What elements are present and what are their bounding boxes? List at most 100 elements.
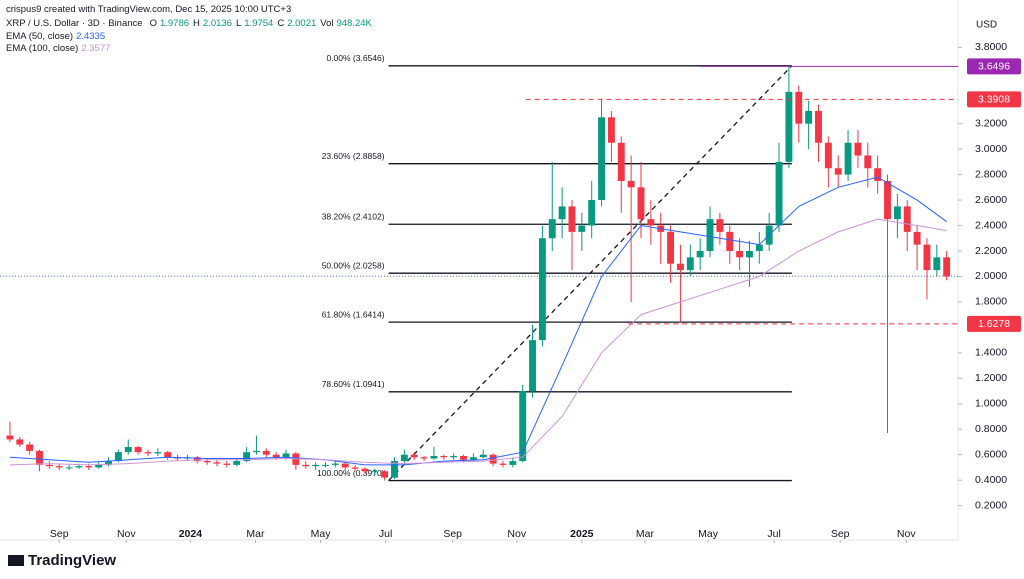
candle-body bbox=[775, 161, 783, 226]
ema-line bbox=[9, 176, 947, 466]
candle-body bbox=[213, 462, 221, 464]
indicator-row: EMA (100, close) 2.3577 bbox=[6, 43, 113, 54]
fib-trend bbox=[388, 65, 793, 481]
candle-body bbox=[55, 466, 63, 468]
candle-body bbox=[45, 464, 53, 467]
candle-body bbox=[805, 110, 813, 124]
candle-body bbox=[607, 117, 615, 143]
candle-body bbox=[440, 455, 448, 458]
brand-logo bbox=[8, 555, 24, 566]
x-tick-label: Sep bbox=[50, 528, 69, 540]
candle-body bbox=[815, 110, 822, 143]
candle-body bbox=[538, 238, 546, 341]
candle-body bbox=[893, 206, 901, 220]
y-tick-label: 0.6000 bbox=[975, 448, 1007, 460]
indicator-name: EMA (50, close) bbox=[6, 31, 74, 42]
candle-body bbox=[509, 461, 517, 465]
candle-body bbox=[598, 117, 606, 201]
candle-body bbox=[834, 168, 842, 175]
y-tick-label: 2.2000 bbox=[975, 245, 1007, 257]
candle-body bbox=[529, 340, 536, 392]
price-tag-label: 3.6496 bbox=[978, 61, 1010, 73]
candle-body bbox=[331, 463, 339, 465]
x-tick-label: Nov bbox=[507, 528, 526, 540]
y-tick-label: 0.4000 bbox=[975, 474, 1007, 486]
candle-body bbox=[85, 466, 93, 468]
ema-line bbox=[9, 218, 947, 466]
candle-body bbox=[469, 457, 477, 460]
candle-body bbox=[637, 187, 645, 220]
candle-body bbox=[223, 463, 231, 465]
candle-body bbox=[667, 231, 675, 264]
indicator-name: EMA (100, close) bbox=[6, 43, 79, 54]
fib-label: 0.00% (3.6546) bbox=[326, 53, 384, 63]
candle-body bbox=[519, 391, 527, 462]
candle-body bbox=[36, 450, 43, 465]
fib-label: 78.60% (1.0941) bbox=[322, 379, 385, 389]
candle-body bbox=[75, 466, 83, 468]
x-tick-label: Nov bbox=[117, 528, 136, 540]
ohlc-value: 948.24K bbox=[336, 18, 372, 29]
y-tick-label: 2.6000 bbox=[975, 194, 1007, 206]
brand-name: TradingView bbox=[28, 552, 117, 569]
ohlc-label: H bbox=[193, 18, 200, 29]
currency-label: USD bbox=[976, 20, 997, 31]
candle-body bbox=[746, 250, 753, 258]
candle-body bbox=[361, 468, 369, 472]
y-tick-label: 2.8000 bbox=[975, 168, 1007, 180]
price-tag-label: 1.6278 bbox=[978, 318, 1010, 330]
candle-body bbox=[6, 435, 14, 440]
candle-body bbox=[479, 454, 487, 458]
ohlc-value: 2.0021 bbox=[287, 18, 317, 29]
candle-body bbox=[726, 231, 734, 251]
candle-body bbox=[588, 200, 596, 226]
ohlc-value: 1.9786 bbox=[159, 18, 190, 29]
candle-body bbox=[233, 461, 241, 465]
ohlc-label: L bbox=[235, 18, 242, 29]
candle-body bbox=[913, 231, 921, 245]
candle-body bbox=[193, 457, 201, 462]
candle-body bbox=[203, 461, 211, 463]
candle-body bbox=[676, 263, 684, 271]
fib-label: 38.20% (2.4102) bbox=[322, 211, 385, 221]
price-tag bbox=[967, 315, 1021, 332]
candle-body bbox=[134, 447, 142, 453]
candle-body bbox=[854, 142, 862, 156]
indicator-value: 2.4335 bbox=[76, 31, 106, 42]
candle-body bbox=[460, 455, 467, 460]
candle-body bbox=[844, 142, 852, 175]
candle-body bbox=[420, 457, 428, 459]
ohlc-item: O 1.9786 bbox=[146, 18, 189, 29]
candle-body bbox=[124, 447, 132, 453]
fib-label: 100.00% (0.3970) bbox=[317, 468, 385, 478]
candle-body bbox=[144, 452, 152, 454]
candle-body bbox=[785, 91, 793, 162]
y-tick-label: 1.4000 bbox=[975, 347, 1007, 359]
y-tick-label: 0.2000 bbox=[975, 499, 1007, 511]
price-tag bbox=[967, 91, 1021, 108]
candle-body bbox=[795, 91, 803, 124]
y-tick-label: 0.8000 bbox=[975, 423, 1007, 435]
candle-body bbox=[410, 454, 418, 458]
candle-body bbox=[578, 225, 586, 232]
candle-body bbox=[243, 452, 251, 462]
candle-body bbox=[65, 467, 73, 469]
candle-body bbox=[114, 452, 122, 462]
x-tick-label: Sep bbox=[831, 528, 850, 540]
ohlc-label: C bbox=[277, 18, 285, 29]
candle-body bbox=[647, 219, 655, 226]
x-tick-label: Jul bbox=[767, 528, 780, 540]
candle-body bbox=[322, 464, 329, 466]
candle-body bbox=[903, 206, 911, 232]
price-tag bbox=[967, 58, 1021, 75]
candle-body bbox=[943, 257, 951, 277]
candle-body bbox=[252, 450, 260, 453]
candle-body bbox=[617, 142, 625, 181]
candle-body bbox=[262, 450, 270, 455]
candle-body bbox=[154, 452, 162, 454]
candle-body bbox=[430, 455, 438, 459]
candle-body bbox=[716, 219, 724, 232]
x-tick-label: Sep bbox=[443, 528, 462, 540]
candle-body bbox=[736, 250, 744, 258]
candle-body bbox=[164, 452, 172, 458]
